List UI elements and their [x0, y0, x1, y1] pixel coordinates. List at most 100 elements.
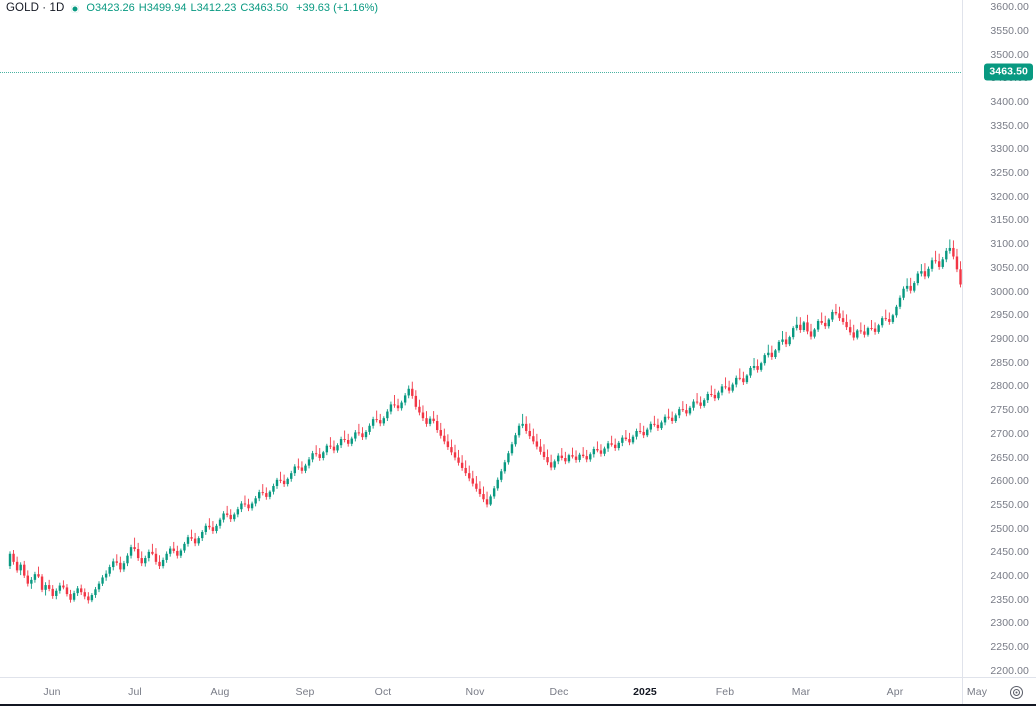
candle-body-down	[564, 458, 567, 462]
time-tick: Aug	[210, 686, 230, 698]
candle-body-up	[400, 402, 403, 409]
candle-body-up	[304, 465, 307, 471]
price-tick: 3050.00	[990, 261, 1029, 274]
price-tick: 3150.00	[990, 214, 1029, 227]
candle-body-down	[742, 378, 745, 383]
candle-body-up	[856, 330, 859, 338]
candle-body-down	[955, 256, 959, 270]
candle-body-down	[468, 473, 471, 479]
candle-body-down	[136, 549, 140, 559]
candle-body-down	[158, 561, 161, 567]
candle-body-down	[411, 388, 414, 396]
candle-body-up	[233, 514, 236, 520]
ohlc-values: O3423.26 H3499.94 L3412.23 C3463.50 +39.…	[86, 2, 378, 15]
price-tick: 2700.00	[990, 427, 1029, 440]
candle-body-up	[169, 548, 172, 554]
candle-body-up	[816, 320, 820, 330]
candle-body-up	[763, 355, 766, 364]
candle-body-down	[443, 435, 446, 442]
candle-body-down	[841, 318, 845, 322]
candle-body-down	[421, 412, 425, 419]
price-tick: 2500.00	[990, 522, 1029, 535]
candle-body-down	[190, 537, 193, 539]
candle-body-up	[165, 553, 168, 560]
candle-body-up	[767, 352, 770, 356]
price-tick: 3200.00	[990, 190, 1029, 203]
candle-body-up	[898, 297, 902, 307]
candle-body-up	[688, 407, 692, 414]
candle-body-down	[425, 418, 428, 424]
candle-body-up	[112, 561, 115, 568]
candle-body-down	[884, 318, 887, 320]
symbol-title[interactable]: GOLD · 1D	[6, 2, 65, 14]
candle-body-up	[881, 318, 884, 326]
time-tick: Nov	[465, 686, 485, 698]
ohlc-close-key: C	[240, 2, 249, 14]
candle-body-down	[471, 478, 474, 484]
candle-body-up	[913, 283, 916, 291]
candle-body-up	[129, 547, 133, 556]
candle-body-up	[8, 553, 12, 567]
candle-body-up	[104, 573, 108, 578]
time-axis[interactable]: Jun Jul Aug Sep Oct Nov Dec 2025 Feb Mar Apr May	[0, 677, 1036, 706]
time-tick: Jul	[128, 686, 142, 698]
candle-body-up	[492, 488, 496, 497]
candle-body-down	[69, 594, 72, 600]
candle-body-down	[65, 587, 69, 595]
ohlc-high: H3499.94	[139, 2, 187, 15]
candle-body-down	[208, 525, 211, 528]
candle-body-up	[204, 525, 207, 532]
candle-body-down	[799, 324, 802, 330]
candle-body-down	[343, 439, 346, 440]
candle-body-up	[94, 589, 97, 596]
ohlc-open-value: 3423.26	[94, 2, 135, 14]
time-tick: Mar	[791, 686, 811, 698]
candle-body-down	[610, 443, 613, 445]
candle-body-down	[852, 332, 855, 338]
price-tick: 2600.00	[990, 475, 1029, 488]
price-tick: 2250.00	[990, 641, 1029, 654]
ohlc-close: C3463.50	[240, 2, 288, 15]
ohlc-change: +39.63 (+1.16%)	[296, 2, 379, 14]
price-axis[interactable]: 3463.50 3600.003550.003500.003450.003400…	[962, 0, 1036, 678]
candle-body-down	[446, 441, 450, 448]
candle-body-down	[695, 401, 699, 403]
candle-body-down	[806, 322, 809, 332]
candle-body-down	[229, 514, 232, 520]
candle-body-up	[752, 366, 756, 368]
candle-body-down	[870, 328, 873, 329]
candle-body-up	[567, 455, 571, 462]
candle-body-up	[179, 550, 183, 556]
candle-body-up	[428, 418, 432, 424]
candle-body-down	[393, 404, 396, 406]
candle-body-up	[831, 311, 834, 320]
ohlc-low: L3412.23	[190, 2, 236, 15]
time-tick: 2025	[633, 686, 657, 698]
candle-body-up	[866, 328, 870, 335]
candle-body-down	[959, 269, 962, 285]
candle-body-down	[642, 431, 645, 436]
candle-body-down	[439, 430, 442, 436]
candle-body-down	[614, 444, 617, 449]
go-to-realtime-target-icon[interactable]	[1007, 683, 1025, 701]
candle-body-up	[720, 386, 724, 393]
candle-body-down	[379, 420, 382, 424]
candle-body-up	[183, 543, 186, 551]
ohlc-high-value: 3499.94	[146, 2, 187, 14]
candle-body-down	[83, 592, 86, 597]
candlestick-plot-area[interactable]	[0, 0, 963, 678]
candle-body-down	[727, 387, 731, 391]
candle-body-up	[371, 419, 375, 426]
price-tick: 2200.00	[990, 664, 1029, 677]
candle-body-up	[161, 559, 165, 567]
candle-body-up	[930, 260, 934, 269]
price-tick: 3600.00	[990, 1, 1029, 14]
candles-svg	[8, 239, 963, 604]
candle-body-down	[685, 410, 688, 414]
price-tick: 2450.00	[990, 546, 1029, 559]
candle-body-up	[792, 328, 795, 338]
candle-body-down	[460, 462, 464, 468]
candle-body-up	[290, 473, 293, 479]
candle-body-up	[325, 445, 329, 453]
candle-body-up	[813, 329, 816, 337]
